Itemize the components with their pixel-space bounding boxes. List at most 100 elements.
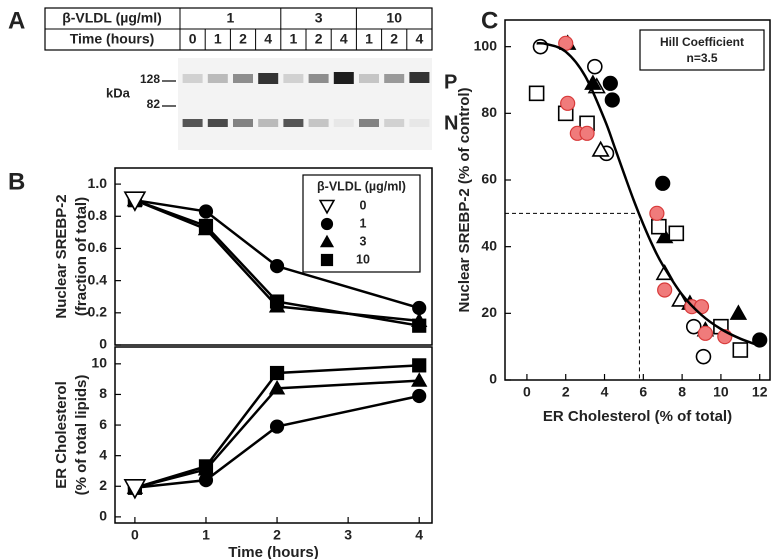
time-value: 4 <box>416 31 424 47</box>
time-value: 1 <box>290 31 298 47</box>
band <box>308 74 329 83</box>
marker <box>695 348 712 365</box>
y-tick-label: 0.2 <box>88 304 108 320</box>
y-axis-label: (fraction of total) <box>73 197 90 316</box>
x-tick-label: 10 <box>713 384 729 400</box>
band <box>308 119 329 127</box>
band <box>359 119 379 127</box>
x-tick-label: 1 <box>202 527 210 543</box>
y-tick-label: 0.4 <box>88 271 108 287</box>
x-tick-label: 2 <box>273 527 281 543</box>
legend-marker <box>318 199 336 215</box>
time-value: 1 <box>365 31 373 47</box>
panel-label: B <box>8 168 25 195</box>
marker <box>412 388 427 404</box>
x-tick-label: 3 <box>344 527 352 543</box>
y-tick-label: 40 <box>481 237 497 253</box>
marker <box>668 225 685 242</box>
legend-marker <box>320 253 334 267</box>
band <box>207 74 228 83</box>
y-tick-label: 4 <box>99 446 107 462</box>
band <box>283 119 304 127</box>
y-tick-label: 0 <box>99 336 107 352</box>
x-tick-label: 2 <box>562 384 570 400</box>
marker <box>123 478 147 500</box>
y-tick-label: 8 <box>99 385 107 401</box>
marker <box>198 459 214 474</box>
marker <box>604 92 620 108</box>
band <box>409 119 430 127</box>
blot-image <box>178 58 432 150</box>
band-label: P <box>444 71 457 93</box>
y-tick-label: 1.0 <box>88 175 108 191</box>
band <box>233 119 253 127</box>
marker <box>729 304 748 320</box>
marker <box>411 372 428 387</box>
dose-value: 3 <box>315 10 323 26</box>
marker <box>198 204 214 219</box>
band <box>182 119 203 127</box>
blot-bands <box>182 72 430 127</box>
y-tick-label: 20 <box>481 304 497 320</box>
band <box>359 74 379 83</box>
kda-marker: 128 <box>140 72 160 86</box>
y-tick-label: 100 <box>474 37 498 53</box>
band-label: N <box>444 112 458 134</box>
marker <box>657 282 673 298</box>
marker <box>602 75 618 91</box>
marker <box>528 85 545 102</box>
marker <box>649 205 665 221</box>
band <box>182 74 203 83</box>
legend-label: 10 <box>356 252 370 266</box>
band <box>333 72 354 84</box>
y-tick-label: 60 <box>481 171 497 187</box>
marker <box>685 318 702 335</box>
y-tick-label: 0 <box>489 371 497 387</box>
marker <box>412 358 427 373</box>
y-tick-label: 0 <box>99 508 107 524</box>
time-value: 4 <box>340 31 348 47</box>
y-tick-label: 10 <box>91 355 107 371</box>
marker <box>671 290 690 307</box>
marker <box>268 379 286 395</box>
x-tick-label: 0 <box>523 384 531 400</box>
panel-label: A <box>8 7 25 34</box>
time-value: 4 <box>264 31 272 47</box>
panel-label: C <box>481 7 498 34</box>
x-tick-label: 6 <box>639 384 647 400</box>
fit-curve <box>536 41 761 347</box>
y-tick-label: 0.6 <box>88 239 108 255</box>
y-tick-label: 6 <box>99 416 107 432</box>
annotation-box <box>639 29 765 71</box>
band <box>207 119 228 127</box>
plot-frame <box>504 19 771 381</box>
marker <box>560 95 576 111</box>
plot-frame <box>114 167 433 346</box>
series-line <box>134 199 420 327</box>
band <box>384 74 405 83</box>
band <box>233 74 253 83</box>
annotation: n=3.5 <box>686 51 717 65</box>
marker <box>591 140 610 157</box>
time-value: 0 <box>189 31 197 47</box>
marker <box>655 175 671 191</box>
kda-label: kDa <box>106 85 131 100</box>
time-value: 1 <box>214 31 222 47</box>
legend-label: 3 <box>360 234 367 248</box>
treatment-label: β-VLDL (µg/ml) <box>62 10 162 26</box>
marker <box>269 365 285 381</box>
band <box>258 119 279 127</box>
y-axis-label: Nuclear SREBP-2 (% of control) <box>456 87 473 312</box>
band <box>409 72 430 83</box>
x-axis-label: ER Cholesterol (% of total) <box>543 408 732 425</box>
series-line <box>134 394 420 490</box>
legend-label: 0 <box>360 198 367 212</box>
marker <box>198 473 214 488</box>
time-value: 2 <box>390 31 398 47</box>
marker <box>732 342 749 358</box>
marker <box>587 58 603 75</box>
time-label: Time (hours) <box>70 31 155 47</box>
band <box>283 74 304 83</box>
